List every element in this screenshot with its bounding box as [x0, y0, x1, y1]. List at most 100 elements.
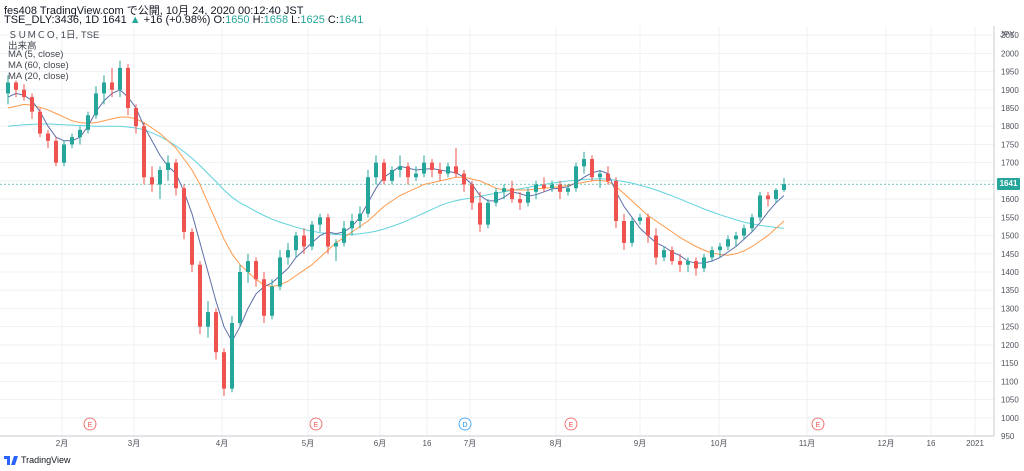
price-tick-label: 1950	[1001, 68, 1019, 77]
candle-body	[334, 242, 338, 247]
candle-body	[614, 180, 618, 221]
candle	[46, 129, 50, 149]
candle	[94, 86, 98, 119]
earnings-marker[interactable]: E	[564, 417, 578, 431]
candle-body	[238, 272, 242, 324]
ma20-polyline	[7, 103, 785, 288]
candle	[550, 180, 554, 192]
candle-body	[662, 250, 666, 258]
candle-body	[510, 188, 514, 200]
candle-body	[190, 231, 194, 265]
candle	[366, 169, 370, 218]
candle-body	[126, 67, 130, 108]
candle-body	[294, 235, 298, 251]
candle	[446, 162, 450, 178]
candle	[310, 220, 314, 251]
ma60-polyline	[7, 123, 785, 236]
candle	[582, 151, 586, 174]
ohlc-line: TSE_DLY:3436, 1D 1641 ▲ +16 (+0.98%) O:1…	[4, 14, 363, 26]
candle-body	[270, 286, 274, 316]
candle-body	[454, 166, 458, 174]
candle	[6, 75, 10, 105]
price-tick-label: 2050	[1001, 31, 1019, 40]
candle	[214, 308, 218, 360]
candle	[110, 67, 114, 98]
candle	[510, 180, 514, 203]
tradingview-logo[interactable]: TradingView	[4, 455, 71, 465]
candle	[166, 155, 170, 181]
candle-body	[598, 173, 602, 178]
candle	[238, 264, 242, 327]
candle	[246, 253, 250, 283]
candle	[262, 272, 266, 324]
candle-body	[638, 217, 642, 221]
candle	[190, 228, 194, 272]
candle	[694, 257, 698, 276]
time-axis[interactable]: 2月 3月 4月 5月 6月 16 7月 8月 9月 10月 11月 12月 16 2021	[56, 439, 985, 448]
earnings-marker[interactable]: E	[83, 417, 97, 431]
candle	[382, 159, 386, 185]
candle	[662, 246, 666, 262]
event-marker-label: E	[569, 422, 574, 429]
ma20-indicator-label[interactable]: MA (20, close)	[8, 71, 69, 82]
candle	[566, 184, 570, 196]
symbol-title[interactable]: ＳＵＭＣＯ, 1日, TSE	[8, 30, 100, 41]
candle	[558, 180, 562, 200]
price-axis[interactable]: 950 1000 1050 1100 1150 1200 1250 1300 1350 1400 1…	[1001, 31, 1019, 441]
earnings-marker[interactable]: E	[309, 417, 323, 431]
candle	[430, 159, 434, 178]
candle	[718, 242, 722, 258]
candle	[374, 155, 378, 185]
candle-body	[678, 261, 682, 265]
candle-body	[222, 352, 226, 389]
ma60-indicator-label[interactable]: MA (60, close)	[8, 60, 69, 71]
time-tick-label: 3月	[128, 439, 140, 448]
volume-indicator-label[interactable]: 出来高	[8, 41, 37, 52]
event-marker-label: E	[816, 422, 821, 429]
candle	[462, 169, 466, 192]
candle-body	[46, 133, 50, 141]
earnings-marker[interactable]: E	[811, 417, 825, 431]
candle-body	[630, 220, 634, 243]
candle	[126, 64, 130, 116]
candle	[118, 60, 122, 98]
candle	[646, 213, 650, 243]
candle-body	[110, 82, 114, 90]
price-tick-label: 1450	[1001, 250, 1019, 259]
ma5-indicator-label[interactable]: MA (5, close)	[8, 49, 64, 60]
price-tick-label: 1200	[1001, 341, 1019, 350]
candle-body	[198, 264, 202, 327]
candle	[542, 177, 546, 192]
candle-body	[670, 250, 674, 262]
candle	[326, 213, 330, 254]
open-value: 1650	[225, 14, 250, 26]
candle-body	[390, 169, 394, 181]
candle-body	[62, 144, 66, 163]
price-tick-label: 2000	[1001, 49, 1019, 58]
candle-body	[14, 82, 18, 90]
close-label: C:	[327, 14, 339, 26]
candle	[654, 228, 658, 265]
candle-body	[470, 184, 474, 203]
candle	[318, 213, 322, 232]
publish-line: fes408 TradingView.com で公開, 10月 24, 2020…	[4, 5, 304, 17]
candle	[702, 253, 706, 272]
candle	[734, 231, 738, 247]
candle	[158, 166, 162, 200]
price-tick-label: 1100	[1001, 377, 1019, 386]
price-tick-label: 1750	[1001, 140, 1019, 149]
candle	[422, 155, 426, 178]
candle	[750, 213, 754, 232]
candle	[486, 199, 490, 229]
candle-body	[734, 235, 738, 240]
candle-body	[350, 220, 354, 229]
candle-body	[30, 97, 34, 112]
ma20-line	[7, 103, 785, 288]
candle-body	[494, 191, 498, 203]
candle	[302, 228, 306, 254]
dividend-marker[interactable]: D	[458, 417, 472, 431]
candle	[270, 279, 274, 320]
symbol-label[interactable]: TSE_DLY:3436, 1D 1641	[4, 14, 127, 26]
